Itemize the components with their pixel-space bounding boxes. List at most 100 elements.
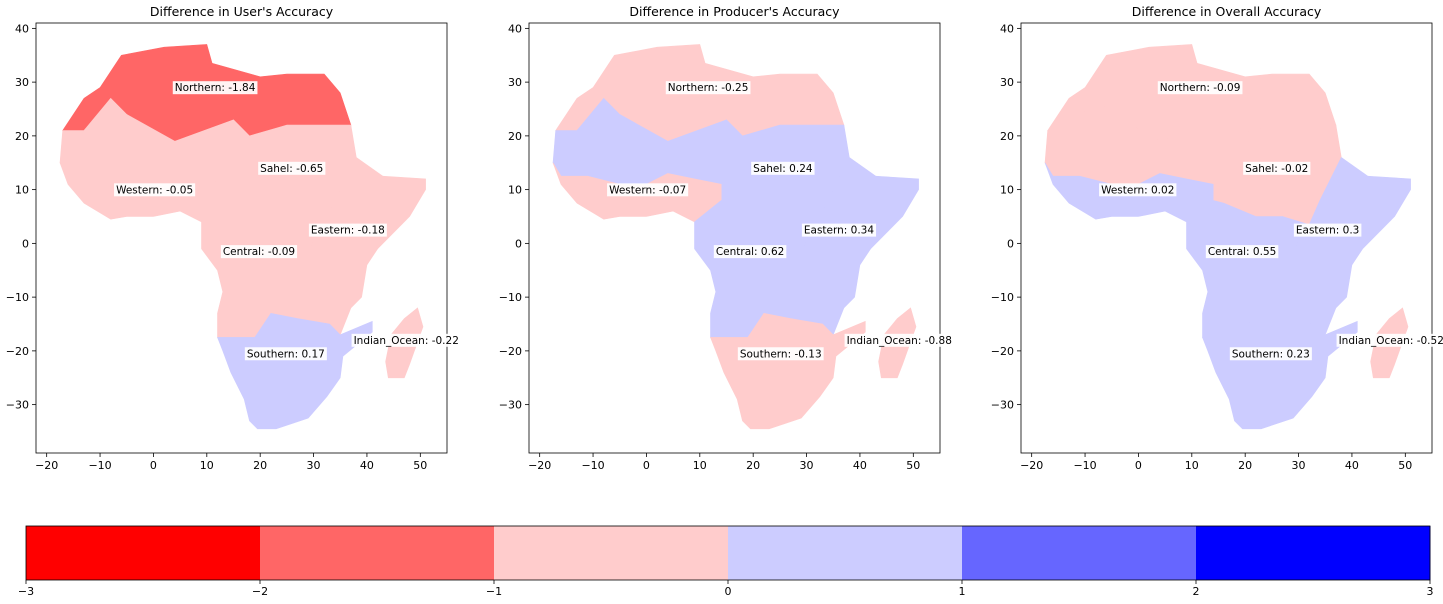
x-tick-label: 40 xyxy=(360,459,374,472)
y-tick-label: −10 xyxy=(6,291,29,304)
x-tick-label: 0 xyxy=(1135,459,1142,472)
label-background xyxy=(1157,81,1243,95)
region-label-text: Northern: -0.09 xyxy=(1160,82,1241,94)
x-tick-label: 20 xyxy=(746,459,760,472)
panel-title: Difference in Overall Accuracy xyxy=(1132,4,1322,19)
region-label-text: Western: -0.05 xyxy=(116,184,193,196)
region-label: Central: 0.62 xyxy=(713,245,787,259)
label-background xyxy=(220,245,298,259)
map-panel-3: Difference in Overall Accuracy −20 −10 0 10 2… xyxy=(991,4,1443,472)
label-background xyxy=(308,223,387,237)
region-label-text: Eastern: -0.18 xyxy=(311,225,385,237)
region-label: Southern: -0.13 xyxy=(737,347,824,361)
colorbar-tick-label: −2 xyxy=(252,585,268,598)
x-tick-label: 50 xyxy=(1398,459,1412,472)
map-panel-2: Difference in Producer's Accuracy −20 −10 0… xyxy=(499,4,954,472)
region-label: Southern: 0.23 xyxy=(1229,347,1312,361)
region-label: Western: -0.07 xyxy=(607,183,689,197)
y-tick-label: −20 xyxy=(6,345,29,358)
region-label-text: Northern: -0.25 xyxy=(668,82,749,94)
colorbar-segment xyxy=(26,526,261,580)
axes-frame xyxy=(35,22,448,454)
y-tick-label: −30 xyxy=(991,399,1014,412)
y-tick-label: 40 xyxy=(1000,22,1014,35)
y-tick-label: 10 xyxy=(508,184,522,197)
y-tick-label: 30 xyxy=(1000,76,1014,89)
region-label: Sahel: -0.02 xyxy=(1243,161,1311,175)
x-tick-label: 20 xyxy=(253,459,267,472)
region-label: Western: -0.05 xyxy=(114,183,196,197)
label-background xyxy=(1099,183,1177,197)
colorbar-tick-label: −1 xyxy=(486,585,502,598)
colorbar-tick-label: 0 xyxy=(725,585,732,598)
label-background xyxy=(665,81,751,95)
label-background xyxy=(172,81,258,95)
y-tick-label: 20 xyxy=(15,130,29,143)
y-tick-label: 10 xyxy=(15,184,29,197)
region-label-text: Western: -0.07 xyxy=(609,184,686,196)
y-tick-label: −10 xyxy=(499,291,522,304)
region-label: Northern: -0.09 xyxy=(1157,81,1243,95)
region-label-text: Northern: -1.84 xyxy=(175,82,256,94)
x-tick-label: 50 xyxy=(413,459,427,472)
colorbar-segment xyxy=(260,526,495,580)
label-background xyxy=(1336,333,1443,347)
region-label-text: Central: -0.09 xyxy=(223,246,295,258)
region-southern xyxy=(217,312,373,430)
y-tick-label: −10 xyxy=(991,291,1014,304)
y-tick-label: 0 xyxy=(515,237,522,250)
x-tick-label: 0 xyxy=(150,459,157,472)
colorbar-segment xyxy=(728,526,963,580)
region-label: Indian_Ocean: -0.22 xyxy=(351,333,461,347)
label-background xyxy=(1243,161,1311,175)
y-tick-label: 30 xyxy=(15,76,29,89)
x-tick-label: −10 xyxy=(1073,459,1096,472)
x-tick-label: 30 xyxy=(1292,459,1306,472)
y-tick-label: 20 xyxy=(508,130,522,143)
region-label: Sahel: 0.24 xyxy=(751,161,815,175)
region-label-text: Southern: 0.23 xyxy=(1232,348,1310,360)
y-tick-label: −20 xyxy=(991,345,1014,358)
x-tick-label: 30 xyxy=(800,459,814,472)
axes-frame xyxy=(528,22,941,454)
x-tick-label: 0 xyxy=(643,459,650,472)
colorbar-tick-label: 2 xyxy=(1193,585,1200,598)
colorbar-segment xyxy=(1196,526,1431,580)
y-tick-label: 0 xyxy=(22,237,29,250)
x-tick-label: 50 xyxy=(906,459,920,472)
y-tick-label: −30 xyxy=(499,399,522,412)
region-label-text: Indian_Ocean: -0.88 xyxy=(847,335,952,347)
region-label-text: Eastern: 0.34 xyxy=(804,225,874,237)
region-label: Northern: -0.25 xyxy=(665,81,751,95)
axes-frame xyxy=(1020,22,1433,454)
colorbar-tick-label: 1 xyxy=(959,585,966,598)
colorbar-segment xyxy=(962,526,1197,580)
region-label-text: Southern: 0.17 xyxy=(247,348,325,360)
region-label: Eastern: 0.3 xyxy=(1293,223,1362,237)
y-tick-label: 40 xyxy=(508,22,522,35)
y-tick-label: 0 xyxy=(1007,237,1014,250)
x-tick-label: 10 xyxy=(1185,459,1199,472)
region-label-text: Central: 0.62 xyxy=(716,246,785,258)
x-tick-label: −20 xyxy=(1020,459,1043,472)
x-tick-label: 30 xyxy=(307,459,321,472)
y-tick-label: 40 xyxy=(15,22,29,35)
colorbar: −3 −2 −1 0 1 2 3 xyxy=(18,525,1434,598)
region-southern xyxy=(710,312,866,430)
label-background xyxy=(713,245,787,259)
region-label: Indian_Ocean: -0.88 xyxy=(844,333,954,347)
label-background xyxy=(1205,245,1279,259)
region-label: Sahel: -0.65 xyxy=(258,161,326,175)
x-tick-label: −20 xyxy=(528,459,551,472)
region-label-text: Southern: -0.13 xyxy=(740,348,822,360)
x-tick-label: 40 xyxy=(1345,459,1359,472)
label-background xyxy=(351,333,461,347)
label-background xyxy=(244,347,327,361)
region-label-text: Eastern: 0.3 xyxy=(1296,225,1359,237)
panel-title: Difference in User's Accuracy xyxy=(150,4,334,19)
y-tick-label: 10 xyxy=(1000,184,1014,197)
x-tick-label: 20 xyxy=(1238,459,1252,472)
region-label: Eastern: 0.34 xyxy=(801,223,877,237)
region-label-text: Sahel: -0.65 xyxy=(260,163,323,175)
